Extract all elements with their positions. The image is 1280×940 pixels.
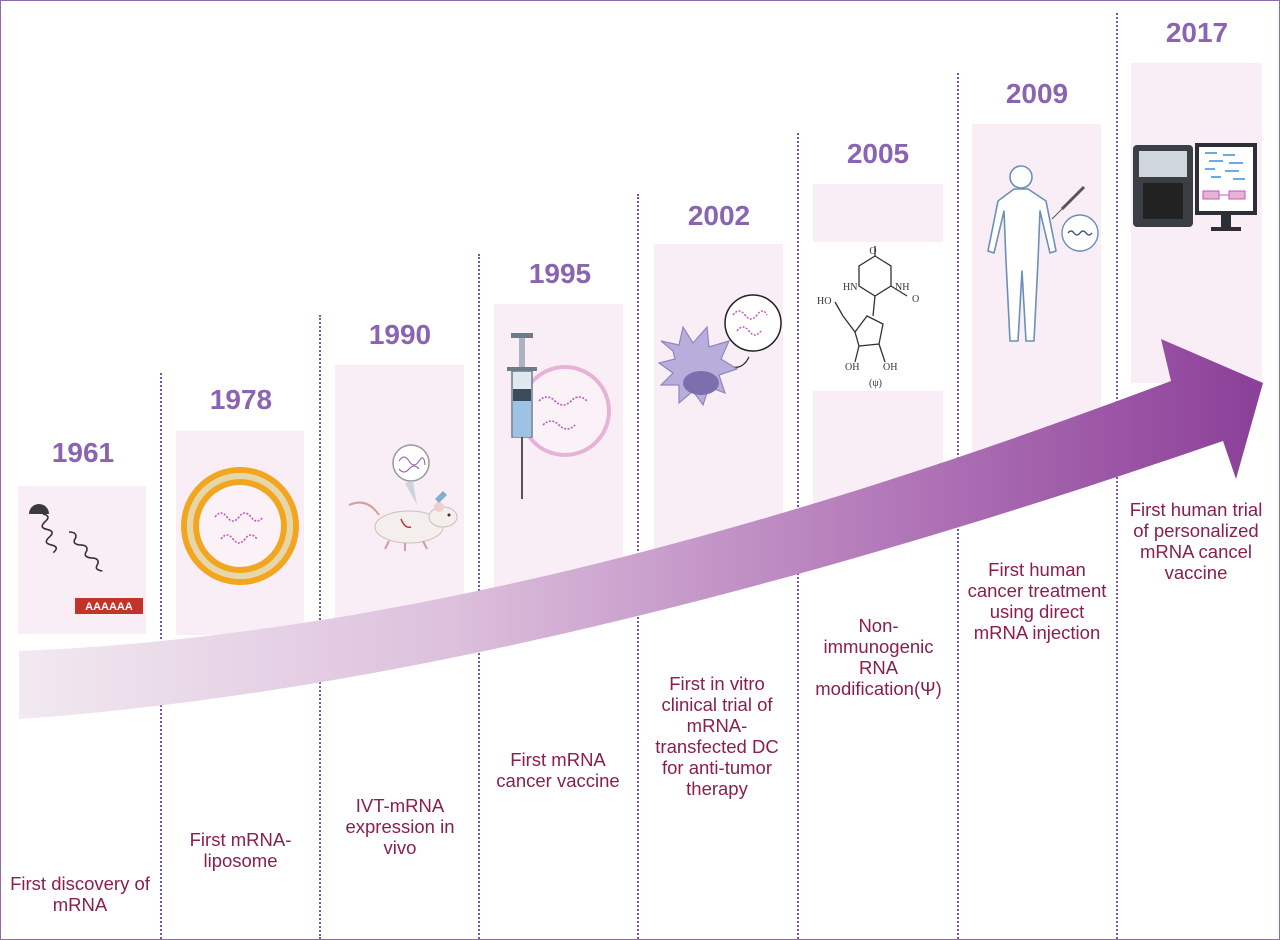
liposome-icon xyxy=(181,467,299,585)
caption-1995: First mRNA cancer vaccine xyxy=(496,749,620,791)
mouse-injection-icon xyxy=(348,444,458,551)
year-label-2005: 2005 xyxy=(846,138,910,169)
year-label-1995: 1995 xyxy=(528,258,592,289)
syringe-mrna-icon xyxy=(507,333,611,499)
year-label-1961: 1961 xyxy=(51,437,115,468)
pseudouridine-structure-icon: O O HN NH HO OH OH (ψ) xyxy=(817,246,919,389)
caption-2017: First human trial of personalized mRNA c… xyxy=(1129,499,1263,583)
milestone-panel-2005-top xyxy=(813,184,943,242)
caption-2009: First human cancer treatment using direc… xyxy=(967,559,1107,643)
mrna-polya-tail-icon: AAAAAA xyxy=(29,504,143,614)
sequencer-computer-icon xyxy=(1133,143,1257,231)
caption-2002: First in vitro clinical trial of mRNA-tr… xyxy=(655,673,779,799)
year-label-2009: 2009 xyxy=(1005,78,1069,109)
year-label-1990: 1990 xyxy=(368,319,432,350)
caption-1961: First discovery of mRNA xyxy=(10,873,150,915)
caption-1978: First mRNA-liposome xyxy=(189,829,292,871)
svg-text:NH: NH xyxy=(895,282,909,293)
year-label-1978: 1978 xyxy=(209,384,273,415)
caption-2005: Non-immunogenic RNA modification(Ψ) xyxy=(815,615,942,699)
svg-text:O: O xyxy=(869,246,876,257)
svg-text:HN: HN xyxy=(843,282,857,293)
human-injection-icon xyxy=(987,165,1099,342)
polya-tail-label: AAAAAA xyxy=(85,601,133,613)
svg-text:OH: OH xyxy=(883,362,897,373)
svg-text:O: O xyxy=(912,294,919,305)
dendritic-cell-icon xyxy=(657,294,782,407)
year-label-2002: 2002 xyxy=(687,200,751,231)
svg-text:OH: OH xyxy=(845,362,859,373)
year-label-2017: 2017 xyxy=(1165,17,1229,48)
svg-text:(ψ): (ψ) xyxy=(869,378,882,389)
caption-1990: IVT-mRNA expression in vivo xyxy=(345,795,455,858)
svg-text:HO: HO xyxy=(817,296,831,307)
